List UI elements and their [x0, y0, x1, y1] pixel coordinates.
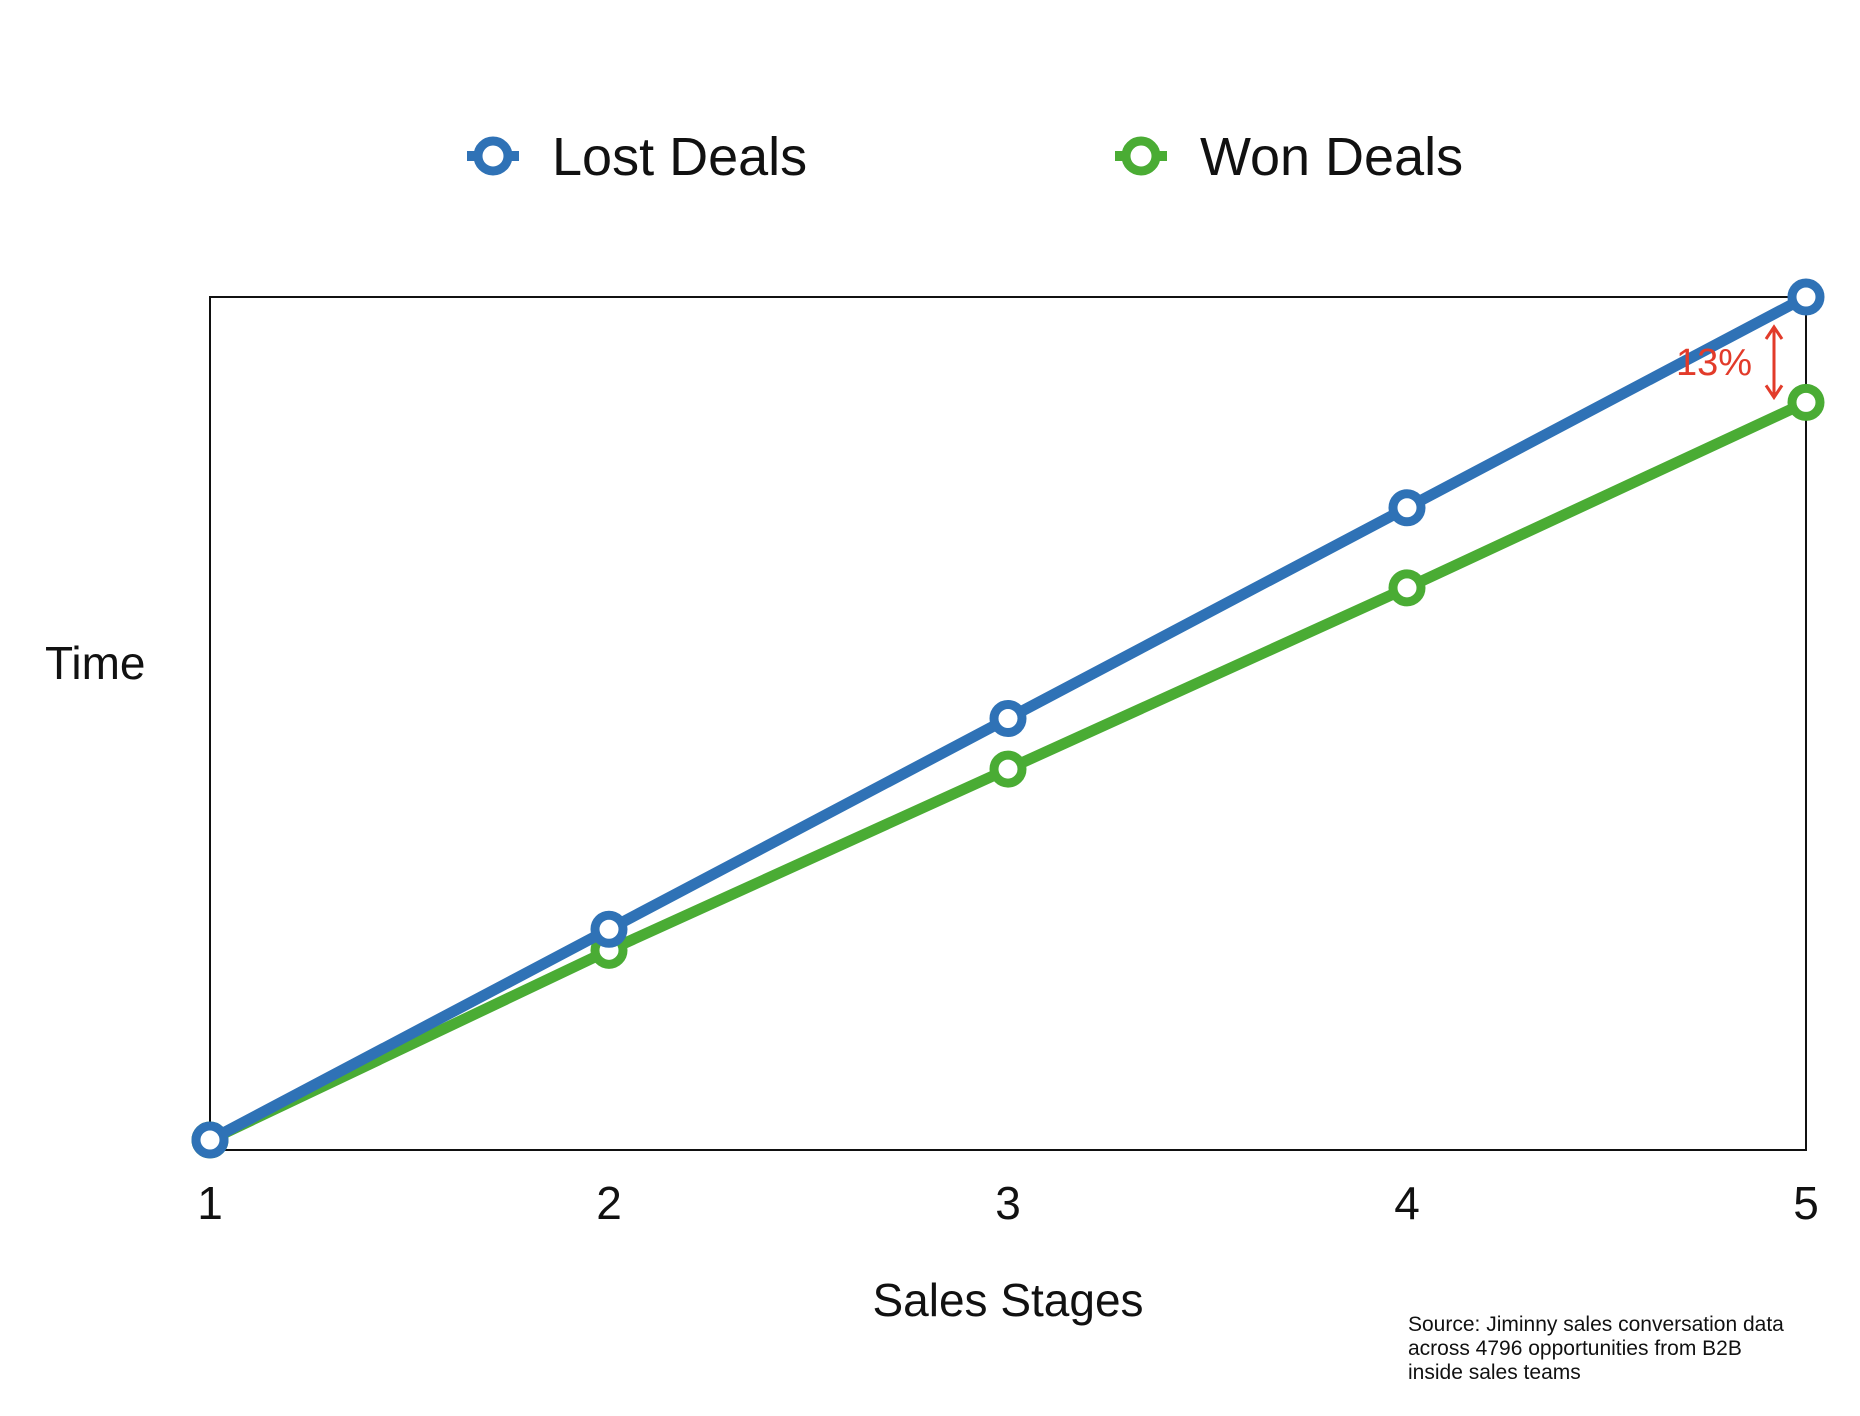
data-point-lost-deals: [191, 1121, 229, 1159]
x-tick-label: 5: [1793, 1177, 1819, 1229]
x-tick-label: 4: [1394, 1177, 1420, 1229]
data-point-won-deals: [989, 750, 1027, 788]
legend-item-lost-deals: Lost Deals: [467, 127, 807, 187]
x-tick-label: 1: [197, 1177, 223, 1229]
source-note-line: Source: Jiminny sales conversation data: [1408, 1313, 1784, 1336]
series-lost-deals: [191, 278, 1825, 1159]
legend-label: Lost Deals: [552, 127, 807, 187]
data-point-lost-deals: [590, 910, 628, 948]
arrow-head-bottom: [1764, 384, 1784, 401]
data-point-won-deals: [1388, 569, 1426, 607]
difference-label: 13%: [1676, 342, 1752, 384]
data-point-won-deals: [1787, 383, 1825, 421]
x-axis-title: Sales Stages: [872, 1274, 1143, 1326]
source-note-line: across 4796 opportunities from B2B: [1408, 1337, 1742, 1360]
data-point-lost-deals: [1388, 489, 1426, 527]
source-note: Source: Jiminny sales conversation data …: [1408, 1313, 1828, 1385]
x-axis-ticks: 1 2 3 4 5: [197, 1177, 1819, 1229]
legend-circle-marker: [1121, 136, 1161, 176]
annotation-layer: 13%: [1676, 324, 1784, 401]
legend-circle-marker: [473, 136, 513, 176]
plot-area-frame: [209, 296, 1807, 1151]
source-note-line: inside sales teams: [1408, 1361, 1581, 1384]
difference-annotation: 13%: [1676, 324, 1784, 401]
y-axis-title: Time: [45, 637, 146, 689]
data-point-lost-deals: [1787, 278, 1825, 316]
chart-legend: Lost Deals Won Deals: [467, 127, 1463, 187]
arrow-head-top: [1764, 324, 1784, 340]
series-won-deals: [191, 383, 1825, 1159]
legend-item-won-deals: Won Deals: [1115, 127, 1463, 187]
series-layer: [191, 278, 1825, 1159]
x-tick-label: 2: [596, 1177, 622, 1229]
x-tick-label: 3: [995, 1177, 1021, 1229]
legend-label: Won Deals: [1200, 127, 1463, 187]
data-point-lost-deals: [989, 700, 1027, 737]
